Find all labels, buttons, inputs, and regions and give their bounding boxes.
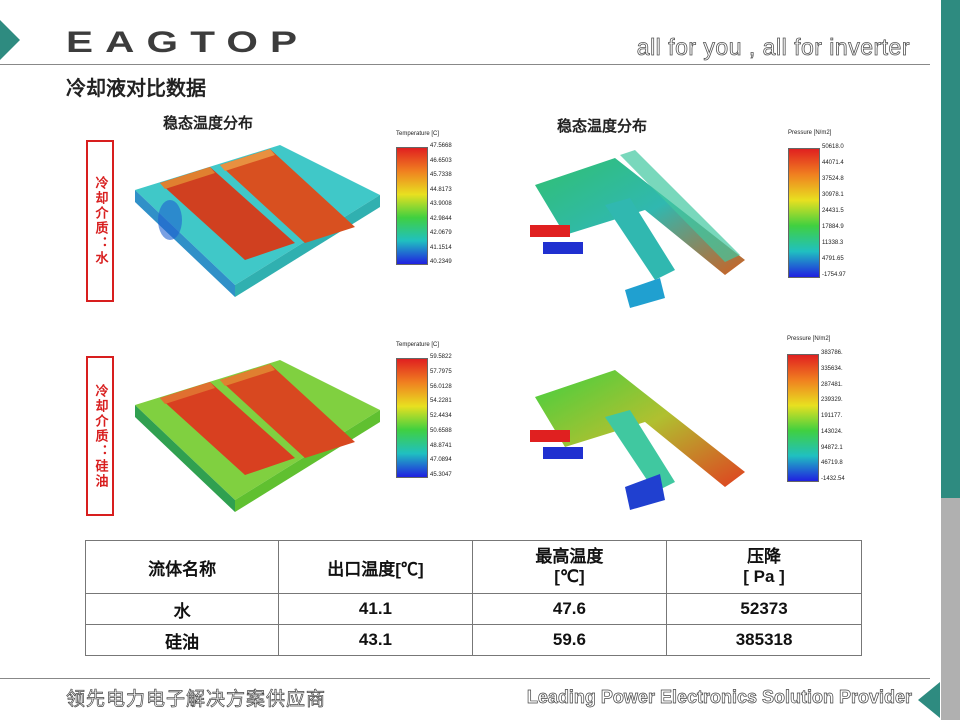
tagline: all for you , all for inverter	[636, 34, 910, 61]
table-header: 出口温度[℃]	[278, 540, 473, 594]
table-row: 水 41.1 47.6 52373	[84, 593, 862, 625]
table-cell: 52373	[666, 593, 862, 625]
legend-tick-label: 11338.3	[822, 240, 844, 246]
legend-tick-label: -1432.54	[821, 476, 845, 482]
oil-pressure-plot	[530, 370, 745, 510]
table-row: 硅油 43.1 59.6 385318	[84, 624, 862, 656]
legend-tick-label: 52.4434	[430, 413, 452, 419]
legend-water-pressure: Pressure [N/m2] 50618.0 44071.4 37524.8 309…	[788, 130, 858, 280]
legend-tick-label: 50.6588	[430, 427, 452, 434]
row-label-water: 冷却介质：水	[86, 140, 114, 302]
subtitle-pressure: 稳态温度分布	[557, 117, 648, 135]
table-cell: 43.1	[278, 624, 473, 656]
legend-tick-label: 143024.	[821, 428, 843, 435]
table-cell: 41.1	[278, 593, 473, 625]
legend-title: Pressure [N/m2]	[788, 130, 832, 136]
legend-tick-label: 46.6503	[430, 157, 452, 164]
legend-tick-label: 17884.9	[822, 224, 844, 230]
left-triangle-icon	[0, 20, 20, 60]
footer-divider	[0, 678, 930, 679]
legend-tick-label: 56.0128	[430, 383, 452, 390]
legend-tick-label: 54.2281	[430, 398, 452, 405]
legend-tick-label: 239329.	[821, 397, 843, 404]
legend-tick-label: 59.5822	[430, 354, 452, 360]
legend-tick-label: 42.9844	[430, 215, 452, 222]
table-cell: 385318	[666, 624, 862, 656]
legend-oil-pressure: Pressure [N/m2] 383786. 335634. 287481. 239…	[787, 336, 857, 486]
legend-tick-label: 40.2349	[430, 259, 452, 265]
table-cell: 59.6	[471, 624, 668, 656]
legend-tick-label: 191177.	[821, 413, 843, 419]
company-logo: EAGTOP	[66, 26, 310, 59]
right-triangle-icon	[918, 682, 940, 718]
legend-tick-label: 37524.8	[822, 176, 844, 182]
legend-tick-label: 43.9008	[430, 201, 452, 207]
legend-tick-label: 94872.1	[821, 444, 843, 451]
table-cell: 硅油	[84, 624, 280, 656]
legend-tick-label: 57.7975	[430, 368, 452, 375]
legend-tick-label: 47.5668	[430, 143, 452, 149]
right-sidebar	[941, 0, 960, 720]
legend-tick-label: 45.7338	[430, 172, 452, 178]
legend-water-temp: Temperature [C] 47.5668 46.6503 45.7338 44.…	[396, 131, 456, 271]
water-pressure-plot	[530, 150, 745, 308]
table-header: 压降 [ Pa ]	[666, 540, 862, 594]
legend-tick-label: 30978.1	[822, 192, 844, 198]
legend-tick-label: 47.0894	[430, 457, 452, 464]
legend-tick-label: 24431.5	[822, 208, 844, 214]
legend-tick-label: 44.8173	[430, 186, 452, 193]
subtitle-temperature: 稳态温度分布	[163, 114, 254, 132]
legend-tick-label: 42.0679	[430, 230, 452, 236]
table-header: 最高温度 [℃]	[471, 540, 668, 594]
page-title: 冷却液对比数据	[66, 76, 206, 100]
table-cell: 水	[84, 593, 280, 625]
water-temperature-plot	[135, 145, 380, 297]
table-cell: 47.6	[471, 593, 668, 625]
row-label-oil: 冷却介质：硅油	[86, 356, 114, 516]
legend-tick-label: 46719.8	[821, 460, 843, 467]
footer-english-slogan: Leading Power Electronics Solution Provi…	[526, 687, 913, 708]
legend-tick-label: 335634.	[821, 365, 843, 372]
table-header: 流体名称	[84, 540, 280, 594]
legend-tick-label: 48.8741	[430, 442, 452, 449]
legend-tick-label: 41.1514	[430, 244, 452, 251]
header-divider	[0, 64, 930, 65]
table-header-row: 流体名称 出口温度[℃] 最高温度 [℃] 压降 [ Pa ]	[84, 540, 862, 594]
legend-tick-label: 383786.	[821, 350, 843, 356]
legend-title: Temperature [C]	[396, 131, 440, 137]
footer-chinese-slogan: 领先电力电子解决方案供应商	[66, 688, 327, 711]
legend-tick-label: 4791.65	[822, 256, 844, 262]
legend-tick-label: 44071.4	[822, 160, 844, 166]
legend-title: Temperature [C]	[396, 342, 440, 348]
legend-tick-label: 45.3047	[430, 472, 452, 478]
legend-tick-label: 50618.0	[822, 144, 844, 150]
legend-tick-label: 287481.	[821, 381, 843, 388]
oil-temperature-plot	[135, 360, 380, 512]
legend-tick-label: -1754.97	[822, 272, 846, 278]
legend-oil-temp: Temperature [C] 59.5822 57.7975 56.0128 54.…	[396, 342, 456, 482]
legend-title: Pressure [N/m2]	[787, 336, 831, 342]
comparison-table: 流体名称 出口温度[℃] 最高温度 [℃] 压降 [ Pa ] 水 41.1 4…	[84, 540, 862, 656]
